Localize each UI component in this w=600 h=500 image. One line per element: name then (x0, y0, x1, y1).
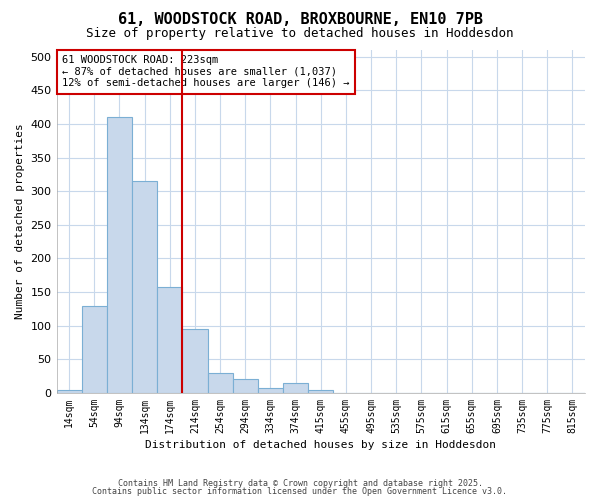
Bar (308, 390, 334, 393)
Bar (132, 181, 157, 393)
Bar (157, 286, 182, 393)
Y-axis label: Number of detached properties: Number of detached properties (15, 124, 25, 320)
Bar (233, 380, 258, 393)
Text: 61 WOODSTOCK ROAD: 223sqm
← 87% of detached houses are smaller (1,037)
12% of se: 61 WOODSTOCK ROAD: 223sqm ← 87% of detac… (62, 55, 349, 88)
Text: 61, WOODSTOCK ROAD, BROXBOURNE, EN10 7PB: 61, WOODSTOCK ROAD, BROXBOURNE, EN10 7PB (118, 12, 482, 28)
Bar (107, 117, 132, 393)
Bar (258, 388, 283, 393)
Bar (283, 383, 308, 393)
X-axis label: Distribution of detached houses by size in Hoddesdon: Distribution of detached houses by size … (145, 440, 496, 450)
Text: Size of property relative to detached houses in Hoddesdon: Size of property relative to detached ho… (86, 28, 514, 40)
Text: Contains public sector information licensed under the Open Government Licence v3: Contains public sector information licen… (92, 487, 508, 496)
Bar (82, 306, 107, 393)
Bar (208, 373, 233, 393)
Text: Contains HM Land Registry data © Crown copyright and database right 2025.: Contains HM Land Registry data © Crown c… (118, 478, 482, 488)
Bar (182, 329, 208, 393)
Bar (56, 390, 82, 393)
